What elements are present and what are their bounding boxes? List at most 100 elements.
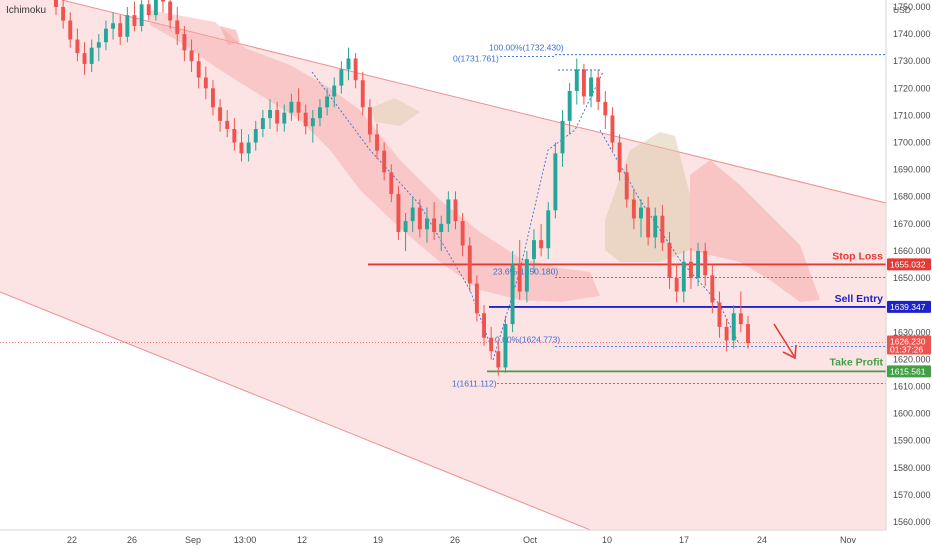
candle [125, 7, 130, 43]
candle-body [453, 199, 458, 222]
candle [524, 250, 529, 303]
candle [360, 72, 365, 116]
candle-body [432, 218, 437, 232]
candle [325, 88, 330, 116]
candle-body [624, 172, 629, 200]
candle-body [153, 0, 158, 16]
x-tick-label: 17 [679, 535, 689, 545]
candle-body [325, 96, 330, 108]
y-tick-label: 1600.000 [893, 409, 931, 419]
y-tick-label: 1750.000 [893, 2, 931, 12]
candle-body [111, 23, 116, 29]
candle [218, 99, 223, 132]
candle-body [467, 245, 472, 284]
candle-body [225, 120, 230, 129]
candle [146, 0, 151, 21]
candle [596, 69, 601, 110]
candle-body [132, 15, 137, 26]
candle [589, 69, 594, 108]
candle-body [161, 0, 165, 2]
candle [517, 240, 522, 300]
x-tick-label: 19 [373, 535, 383, 545]
candle-body [367, 107, 372, 135]
candle-body [103, 28, 108, 43]
cloud-bearish-3 [220, 26, 240, 45]
candle-body [460, 221, 465, 246]
candle [246, 134, 251, 162]
candle [489, 326, 494, 360]
fib-diagonal-mid [492, 71, 604, 361]
candle [161, 0, 165, 13]
candle [332, 77, 337, 108]
candle-body [268, 110, 272, 119]
candle-body [496, 351, 501, 368]
candle-body [118, 23, 123, 37]
y-tick-label: 1610.000 [893, 381, 931, 391]
candle-body [96, 42, 101, 48]
candle [646, 196, 651, 246]
candle [275, 101, 280, 132]
y-tick-label: 1660.000 [893, 246, 931, 256]
x-tick-label: 13:00 [234, 535, 257, 545]
candle-body [681, 261, 686, 292]
candle-body [61, 7, 66, 21]
y-tick-label: 1580.000 [893, 463, 931, 473]
candle-body [360, 80, 365, 108]
candle [310, 110, 315, 143]
candle-body [524, 259, 529, 292]
candle-body [296, 101, 301, 113]
y-tick-label: 1590.000 [893, 436, 931, 446]
candle [746, 316, 750, 349]
cloud-bearish-2 [690, 160, 820, 302]
fib-level-label: 1(1611.112) [452, 378, 497, 388]
candle [510, 250, 515, 333]
sell-entry-tag-bg [887, 300, 931, 313]
candle-body [589, 77, 594, 97]
candle [567, 82, 572, 135]
y-tick-label: 1670.000 [893, 219, 931, 229]
candle-body [546, 210, 551, 249]
time-axis-bg [0, 530, 932, 550]
price-channel [0, 0, 887, 550]
candle-body [389, 172, 394, 195]
candle-body [703, 250, 708, 276]
candle [289, 93, 294, 121]
take-profit-tag-text: 1615.561 [890, 366, 926, 376]
candle-body [660, 215, 665, 243]
candle [710, 264, 715, 314]
candle-body [332, 85, 337, 97]
candle [474, 275, 479, 322]
candle-body [417, 207, 422, 230]
indicator-label[interactable]: Ichimoku [6, 5, 47, 16]
candle [425, 207, 429, 243]
candle-body [346, 58, 351, 70]
candle [581, 63, 586, 105]
candle-body [275, 110, 280, 124]
x-tick-label: 10 [602, 535, 612, 545]
candle [68, 12, 73, 48]
y-tick-label: 1680.000 [893, 192, 931, 202]
candle-body [482, 313, 487, 338]
candle [446, 191, 451, 232]
candle [54, 0, 58, 16]
candle [482, 305, 487, 346]
candle-body [218, 107, 223, 121]
candle [375, 123, 379, 159]
candle-body [189, 50, 194, 62]
candle-body [410, 207, 415, 222]
x-tick-label: 26 [127, 535, 137, 545]
y-tick-label: 1570.000 [893, 490, 931, 500]
y-tick-label: 1710.000 [893, 110, 931, 120]
candle-body [239, 142, 244, 154]
candle-body [710, 275, 715, 303]
candle [703, 242, 708, 287]
candle [396, 185, 401, 241]
sell-entry-tag-text: 1639.347 [890, 302, 926, 312]
candle-body [517, 264, 522, 292]
candle-body [146, 4, 151, 16]
x-tick-label: 26 [450, 535, 460, 545]
candle-body [210, 88, 215, 108]
sell-entry-tag: 1639.347 [887, 300, 931, 313]
